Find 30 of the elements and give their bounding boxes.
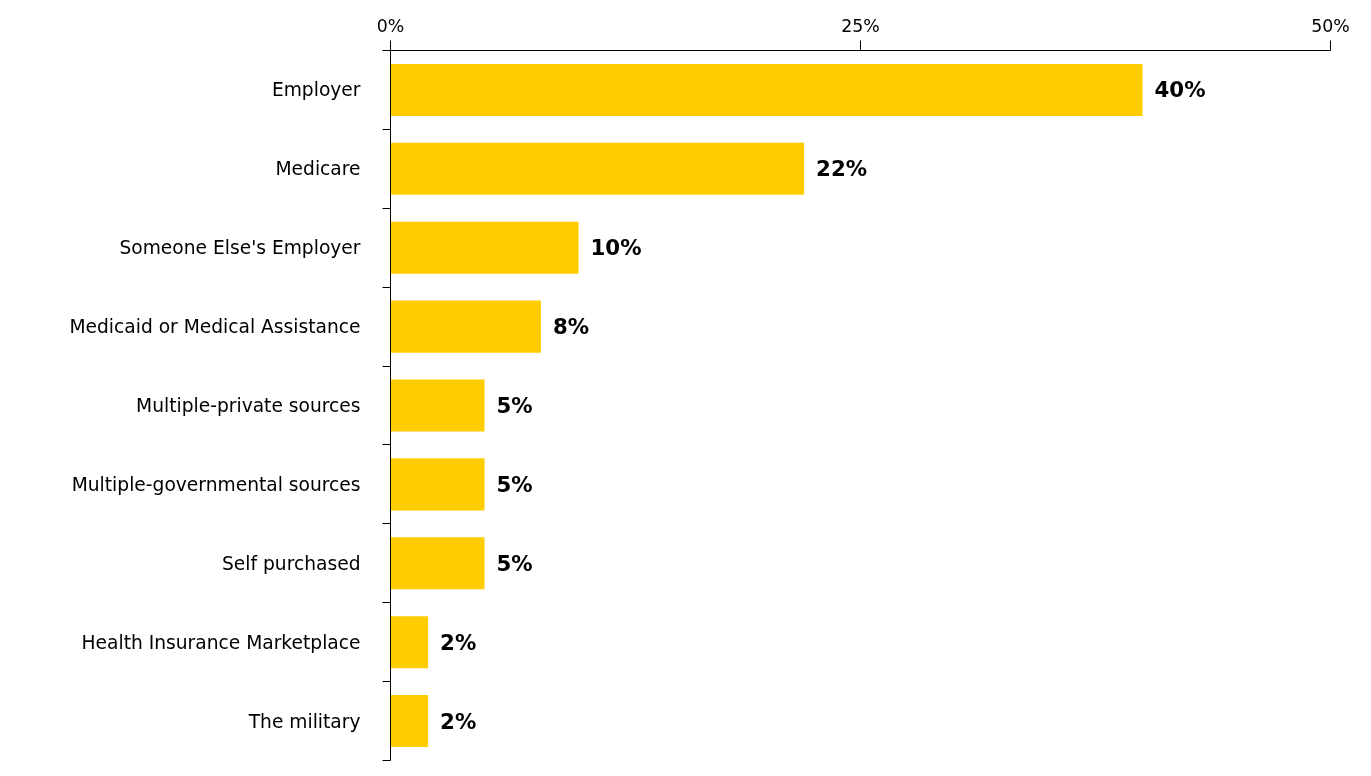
y-tick-label: The military — [247, 710, 361, 732]
data-label: 5% — [496, 550, 533, 576]
data-label: 10% — [590, 235, 642, 261]
y-tick-label: Multiple-private sources — [136, 395, 361, 416]
data-label: 5% — [496, 471, 533, 497]
bar — [390, 142, 805, 195]
x-tick-label: 0% — [376, 15, 405, 36]
data-label: 2% — [440, 629, 477, 655]
bar — [390, 616, 429, 669]
y-tick-label: Medicaid or Medical Assistance — [69, 316, 361, 338]
bar — [390, 695, 429, 748]
bar — [390, 379, 485, 432]
x-tick-label: 25% — [841, 15, 880, 36]
data-label: 5% — [496, 393, 533, 418]
data-label: 22% — [816, 156, 868, 182]
bar — [390, 537, 485, 590]
y-tick-label: Someone Else's Employer — [119, 237, 361, 259]
bar — [390, 63, 1143, 116]
x-tick-label: 50% — [1311, 15, 1350, 36]
data-label: 2% — [440, 708, 477, 734]
data-label: 40% — [1154, 77, 1206, 103]
y-tick-label: Multiple-governmental sources — [71, 473, 361, 495]
y-tick-label: Employer — [271, 79, 361, 101]
bar — [390, 300, 541, 353]
data-label: 8% — [552, 314, 590, 340]
y-tick-label: Health Insurance Marketplace — [81, 631, 361, 653]
bar — [390, 221, 579, 274]
bar — [390, 458, 485, 511]
y-tick-label: Medicare — [275, 158, 361, 180]
y-tick-label: Self purchased — [222, 552, 361, 574]
